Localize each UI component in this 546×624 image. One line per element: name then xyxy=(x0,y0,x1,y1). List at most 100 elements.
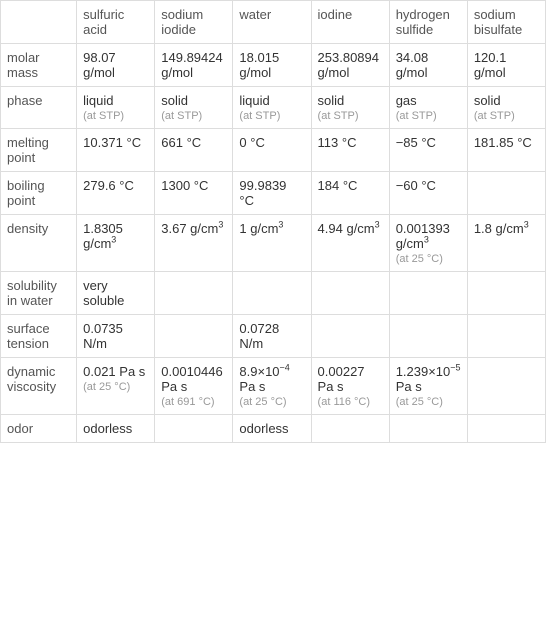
cell-value: solid xyxy=(161,93,188,108)
table-cell: 661 °C xyxy=(155,129,233,172)
cell-value: −85 °C xyxy=(396,135,436,150)
table-cell: 1.8305 g/cm3 xyxy=(77,215,155,272)
cell-value: 113 °C xyxy=(318,135,357,150)
table-row: solubility in watervery soluble xyxy=(1,272,546,315)
table-cell: 4.94 g/cm3 xyxy=(311,215,389,272)
table-cell: 253.80894 g/mol xyxy=(311,44,389,87)
cell-value: liquid xyxy=(83,93,113,108)
table-cell: −85 °C xyxy=(389,129,467,172)
table-cell: 0 °C xyxy=(233,129,311,172)
table-cell: 1300 °C xyxy=(155,172,233,215)
cell-value: 0.0735 N/m xyxy=(83,321,123,351)
cell-note: (at 691 °C) xyxy=(161,396,226,408)
cell-value: 253.80894 g/mol xyxy=(318,50,379,80)
cell-value: 661 °C xyxy=(161,135,201,150)
table-cell: 0.00227 Pa s(at 116 °C) xyxy=(311,358,389,415)
cell-note: (at 25 °C) xyxy=(396,396,461,408)
table-cell: liquid(at STP) xyxy=(233,87,311,129)
table-cell xyxy=(467,172,545,215)
row-header: odor xyxy=(1,415,77,443)
table-cell: solid(at STP) xyxy=(155,87,233,129)
table-cell: 120.1 g/mol xyxy=(467,44,545,87)
table-cell: 99.9839 °C xyxy=(233,172,311,215)
table-cell: liquid (at STP) xyxy=(77,87,155,129)
row-header: density xyxy=(1,215,77,272)
table-cell xyxy=(311,272,389,315)
table-cell: 113 °C xyxy=(311,129,389,172)
table-cell: solid(at STP) xyxy=(467,87,545,129)
cell-value: 1300 °C xyxy=(161,178,208,193)
cell-value: odorless xyxy=(239,421,288,436)
cell-value: 0.00227 Pa s xyxy=(318,364,365,394)
table-cell: 0.021 Pa s (at 25 °C) xyxy=(77,358,155,415)
cell-note: (at STP) xyxy=(83,110,148,122)
table-cell xyxy=(467,358,545,415)
cell-value: 1.8305 g/cm3 xyxy=(83,221,123,251)
table-row: molar mass98.07 g/mol149.89424 g/mol 18.0… xyxy=(1,44,546,87)
table-cell xyxy=(233,272,311,315)
table-row: melting point 10.371 °C 661 °C 0 °C 113 °C −8… xyxy=(1,129,546,172)
cell-value: gas xyxy=(396,93,417,108)
table-header-row: sulfuric acid sodium iodide water iodine… xyxy=(1,1,546,44)
table-cell: 1 g/cm3 xyxy=(233,215,311,272)
cell-note: (at 25 °C) xyxy=(239,396,304,408)
cell-value: 0.0010446 Pa s xyxy=(161,364,222,394)
table-cell: 10.371 °C xyxy=(77,129,155,172)
table-cell xyxy=(467,272,545,315)
table-cell: gas(at STP) xyxy=(389,87,467,129)
table-cell xyxy=(467,415,545,443)
cell-value: 1.8 g/cm3 xyxy=(474,221,529,236)
cell-note: (at STP) xyxy=(474,110,539,122)
col-header-iodine: iodine xyxy=(311,1,389,44)
table-cell: 98.07 g/mol xyxy=(77,44,155,87)
cell-value: 1 g/cm3 xyxy=(239,221,283,236)
cell-value: 0.0728 N/m xyxy=(239,321,279,351)
col-header-water: water xyxy=(233,1,311,44)
row-header: dynamic viscosity xyxy=(1,358,77,415)
table-cell: 149.89424 g/mol xyxy=(155,44,233,87)
properties-table: sulfuric acid sodium iodide water iodine… xyxy=(0,0,546,443)
table-cell: 3.67 g/cm3 xyxy=(155,215,233,272)
table-cell: 34.08 g/mol xyxy=(389,44,467,87)
col-header-sulfuric-acid: sulfuric acid xyxy=(77,1,155,44)
table-row: phaseliquid(at STP)solid(at STP)liquid(a… xyxy=(1,87,546,129)
table-row: dynamic viscosity0.021 Pa s(at 25 °C)0.0… xyxy=(1,358,546,415)
cell-value: 10.371 °C xyxy=(83,135,141,150)
cell-value: solid xyxy=(318,93,345,108)
table-cell xyxy=(311,315,389,358)
row-header: phase xyxy=(1,87,77,129)
cell-note: (at 25 °C) xyxy=(396,253,461,265)
table-cell xyxy=(155,415,233,443)
cell-note: (at STP) xyxy=(318,110,383,122)
table-cell: 0.001393 g/cm3 (at 25 °C) xyxy=(389,215,467,272)
table-body: molar mass98.07 g/mol149.89424 g/mol 18.0… xyxy=(1,44,546,443)
cell-note: (at 25 °C) xyxy=(83,381,148,393)
table-row: surface tension0.0735 N/m 0.0728 N/m xyxy=(1,315,546,358)
table-cell: 18.015 g/mol xyxy=(233,44,311,87)
table-row: density1.8305 g/cm3 3.67 g/cm3 1 g/cm3 4.94… xyxy=(1,215,546,272)
cell-value: odorless xyxy=(83,421,132,436)
cell-value: 184 °C xyxy=(318,178,358,193)
cell-note: (at STP) xyxy=(239,110,304,122)
table-cell: 1.239×10−5 Pa s(at 25 °C) xyxy=(389,358,467,415)
table-cell xyxy=(389,415,467,443)
cell-value: 3.67 g/cm3 xyxy=(161,221,223,236)
table-row: boiling point 279.6 °C 1300 °C 99.9839 °C 18… xyxy=(1,172,546,215)
cell-value: 149.89424 g/mol xyxy=(161,50,222,80)
cell-value: very soluble xyxy=(83,278,124,308)
table-cell: very soluble xyxy=(77,272,155,315)
row-header: boiling point xyxy=(1,172,77,215)
cell-value: 0 °C xyxy=(239,135,264,150)
row-header: molar mass xyxy=(1,44,77,87)
cell-value: 279.6 °C xyxy=(83,178,134,193)
row-header: surface tension xyxy=(1,315,77,358)
row-header: melting point xyxy=(1,129,77,172)
col-header-sodium-iodide: sodium iodide xyxy=(155,1,233,44)
cell-value: 8.9×10−4 Pa s xyxy=(239,364,289,394)
table-cell: 0.0728 N/m xyxy=(233,315,311,358)
cell-value: 0.001393 g/cm3 xyxy=(396,221,450,251)
cell-value: 0.021 Pa s xyxy=(83,364,145,379)
table-cell: odorless xyxy=(233,415,311,443)
table-cell xyxy=(467,315,545,358)
cell-value: −60 °C xyxy=(396,178,436,193)
